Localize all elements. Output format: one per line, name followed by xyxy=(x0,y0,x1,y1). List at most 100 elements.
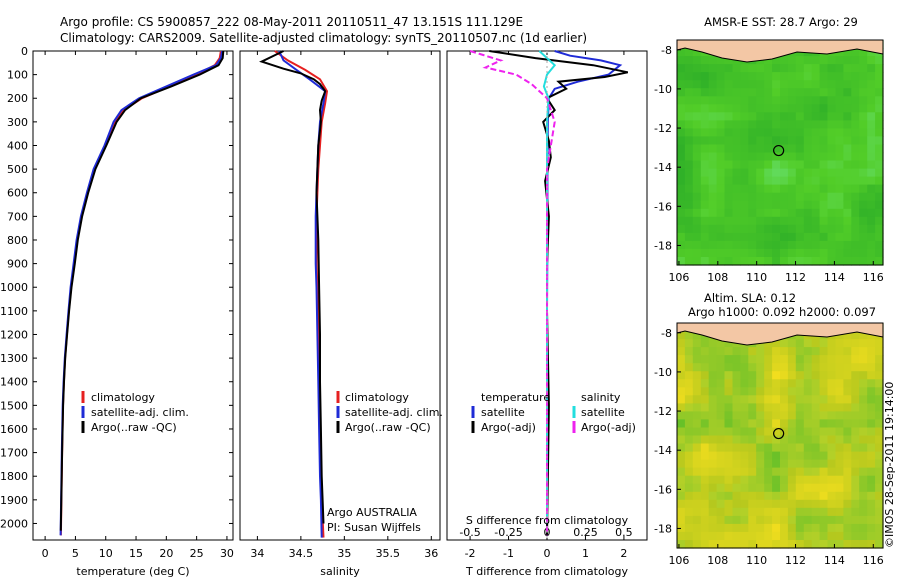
map-x-tick-label: 114 xyxy=(824,554,845,567)
map-cell xyxy=(827,531,836,541)
map-cell xyxy=(827,257,836,266)
map-cell xyxy=(740,347,749,356)
map-cell xyxy=(700,379,710,388)
map-cell xyxy=(708,419,718,428)
map-cell xyxy=(677,72,686,81)
map-cell xyxy=(827,168,836,178)
map-cell xyxy=(851,112,860,121)
map-cell xyxy=(764,427,773,437)
map-cell xyxy=(684,507,694,517)
map-cell xyxy=(843,257,852,266)
map-cell xyxy=(677,491,686,501)
map-cell xyxy=(803,451,813,461)
map-cell xyxy=(724,136,733,145)
map-cell xyxy=(740,216,749,226)
map-cell xyxy=(827,136,836,145)
sla-map: 106 108 110 112 114 116 -8 -10 -12 -14 -16 -18 xyxy=(654,322,884,567)
map-cell xyxy=(732,128,741,137)
map-cell xyxy=(684,499,694,509)
map-cell xyxy=(843,184,852,194)
map-cell xyxy=(835,208,844,218)
map-cell xyxy=(772,200,781,210)
map-cell xyxy=(716,411,726,420)
map-cell xyxy=(684,112,694,121)
map-cell xyxy=(772,168,781,178)
salinity-legend: climatology satellite-adj. clim. Argo(..… xyxy=(336,391,443,434)
map-cell xyxy=(684,136,694,145)
map-cell xyxy=(724,379,733,388)
y-tick-label: 0 xyxy=(21,45,28,58)
map-cell xyxy=(835,176,844,186)
map-cell xyxy=(692,371,702,380)
map-cell xyxy=(748,363,757,372)
map-cell xyxy=(748,120,757,129)
map-cell xyxy=(835,216,844,226)
map-cell xyxy=(787,363,797,372)
salinity-legend-climatology: climatology xyxy=(345,391,409,404)
map-cell xyxy=(867,168,876,178)
map-cell xyxy=(811,248,821,258)
map-cell xyxy=(819,112,829,121)
map-cell xyxy=(684,120,694,129)
map-cell xyxy=(803,467,813,477)
map-cell xyxy=(787,395,797,404)
map-cell xyxy=(787,208,797,218)
map-cell xyxy=(867,208,876,218)
header-line1: Argo profile: CS 5900857_222 08-May-2011… xyxy=(60,15,523,29)
map-cell xyxy=(692,128,702,137)
map-cell xyxy=(803,507,813,517)
map-cell xyxy=(772,160,781,170)
map-cell xyxy=(819,88,829,97)
map-cell xyxy=(692,64,702,73)
map-cell xyxy=(732,459,741,469)
map-cell xyxy=(748,88,757,97)
map-cell xyxy=(819,144,829,154)
map-cell xyxy=(756,459,765,469)
map-cell xyxy=(819,540,829,549)
map-cell xyxy=(843,507,852,517)
map-cell xyxy=(700,540,710,549)
map-cell xyxy=(780,104,789,113)
map-cell xyxy=(851,347,860,356)
map-cell xyxy=(764,411,773,420)
map-cell xyxy=(732,136,741,145)
map-cell xyxy=(677,403,686,412)
map-cell xyxy=(772,499,781,509)
map-cell xyxy=(748,435,757,445)
map-cell xyxy=(803,435,813,445)
map-cell xyxy=(859,200,868,210)
map-cell xyxy=(811,435,821,445)
map-y-tick-label: -14 xyxy=(654,444,672,457)
map-cell xyxy=(740,240,749,250)
map-cell xyxy=(819,200,829,210)
map-cell xyxy=(835,232,844,242)
map-cell xyxy=(867,347,876,356)
map-cell xyxy=(748,208,757,218)
map-cell xyxy=(867,136,876,145)
map-cell xyxy=(843,387,852,396)
map-cell xyxy=(867,96,876,105)
map-cell xyxy=(724,240,733,250)
map-cell xyxy=(780,499,789,509)
map-cell xyxy=(772,403,781,412)
map-cell xyxy=(835,72,844,81)
map-cell xyxy=(811,419,821,428)
map-cell xyxy=(677,475,686,485)
map-cell xyxy=(843,499,852,509)
map-cell xyxy=(692,136,702,145)
map-cell xyxy=(875,144,884,154)
map-cell xyxy=(764,475,773,485)
map-cell xyxy=(724,467,733,477)
map-cell xyxy=(692,339,702,348)
map-cell xyxy=(795,411,805,420)
map-cell xyxy=(803,224,813,234)
map-cell xyxy=(677,540,686,549)
map-cell xyxy=(684,248,694,258)
map-cell xyxy=(772,339,781,348)
map-cell xyxy=(732,515,741,525)
map-cell xyxy=(875,257,884,266)
map-cell xyxy=(843,104,852,113)
map-cell xyxy=(867,427,876,437)
map-cell xyxy=(843,80,852,89)
map-cell xyxy=(867,64,876,73)
